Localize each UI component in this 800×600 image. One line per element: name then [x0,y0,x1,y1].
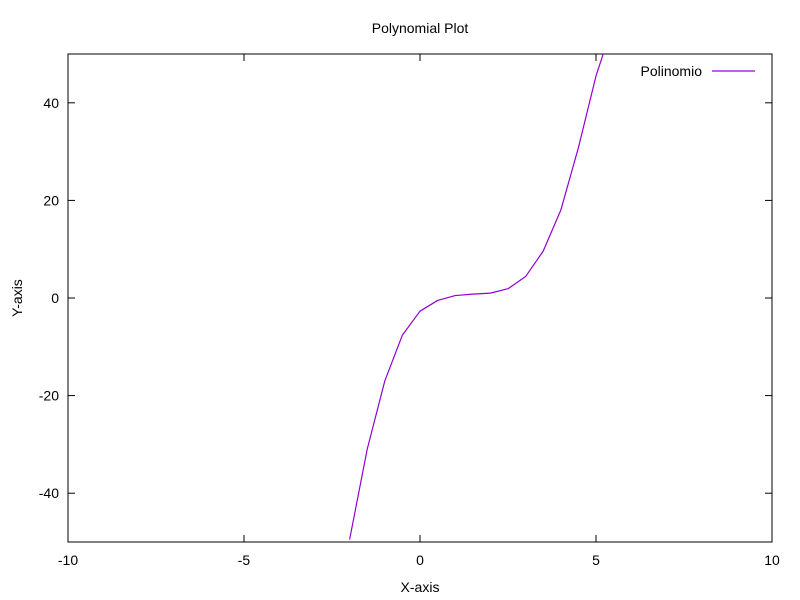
x-tick-label: -5 [238,552,251,568]
x-axis-ticks: -10 -5 0 5 10 [58,54,780,568]
x-tick-label: 5 [592,552,600,568]
x-tick-label: 0 [416,552,424,568]
legend-label: Polinomio [641,63,703,79]
series-line-polinomio [349,54,604,540]
x-tick-label: -10 [58,552,78,568]
y-tick-label: -40 [39,485,59,501]
y-tick-label: 0 [51,290,59,306]
chart-title: Polynomial Plot [372,20,469,36]
y-tick-label: -20 [39,388,59,404]
legend: Polinomio [641,63,755,79]
y-axis-ticks: -40 -20 0 20 40 [39,95,772,501]
plot-area-frame [67,53,773,543]
y-axis-label: Y-axis [9,279,25,317]
y-tick-label: 20 [43,192,59,208]
series-layer [349,54,604,540]
x-axis-label: X-axis [401,579,440,595]
y-tick-label: 40 [43,95,59,111]
x-tick-label: 10 [764,552,780,568]
